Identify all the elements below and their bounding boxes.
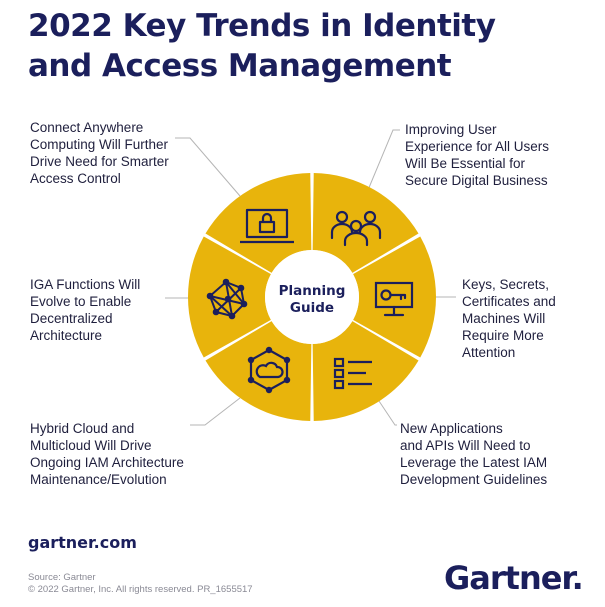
trend-4-line-3: Leverage the Latest IAM [400, 455, 548, 470]
center-circle [265, 250, 359, 344]
trend-5-line-3: Ongoing IAM Architecture [30, 455, 184, 470]
trend-5-line-4: Maintenance/Evolution [30, 472, 167, 487]
website-link[interactable]: gartner.com [28, 533, 137, 552]
people-group-icon [330, 210, 382, 247]
trend-6-line-3: Decentralized [30, 311, 113, 326]
segment-user-experience [312, 173, 419, 273]
trend-3-line-3: Machines Will [462, 311, 546, 326]
title-line-1: 2022 Key Trends in Identity [28, 8, 496, 44]
trend-1-line-1: Connect Anywhere [30, 120, 144, 135]
trend-3-line-5: Attention [462, 345, 516, 360]
trend-3-line-4: Require More [462, 328, 544, 343]
trend-2-line-3: Will Be Essential for [405, 156, 526, 171]
trend-5-line-1: Hybrid Cloud and [30, 421, 135, 436]
source-line: Source: Gartner [28, 572, 96, 583]
trend-5-line-2: Multicloud Will Drive [30, 438, 152, 453]
trend-4-line-4: Development Guidelines [400, 472, 548, 487]
trend-1-line-4: Access Control [30, 171, 121, 186]
wheel-segments [188, 173, 436, 421]
trend-6-line-4: Architecture [30, 328, 103, 343]
trend-label-keys-secrets: Keys, Secrets, Certificates and Machines… [462, 276, 556, 361]
trend-2-line-1: Improving User [405, 122, 497, 137]
trend-3-line-1: Keys, Secrets, [462, 277, 550, 292]
center-label-line-1: Planning [278, 283, 346, 299]
page-title: 2022 Key Trends in Identity and Access M… [28, 6, 588, 86]
leader-line-5 [190, 397, 241, 426]
segment-connect-anywhere [205, 173, 312, 273]
trend-2-line-2: Experience for All Users [405, 139, 550, 154]
segment-hybrid-cloud [205, 321, 312, 421]
trend-label-hybrid-cloud: Hybrid Cloud and Multicloud Will Drive O… [30, 420, 184, 488]
gartner-logo-text: Gartner [444, 559, 573, 597]
copyright-line: © 2022 Gartner, Inc. All rights reserved… [28, 584, 253, 595]
center-label-line-2: Guide [289, 300, 335, 316]
trend-1-line-3: Drive Need for Smarter [30, 154, 169, 169]
trend-3-line-2: Certificates and [462, 294, 556, 309]
trend-label-user-experience: Improving User Experience for All Users … [405, 121, 549, 189]
leader-line-2 [367, 129, 400, 191]
trend-label-iga-functions: IGA Functions Will Evolve to Enable Dece… [30, 276, 140, 344]
monitor-key-icon [374, 281, 414, 317]
center-label: Planning Guide [266, 283, 358, 317]
segment-keys-secrets [353, 236, 436, 358]
cloud-network-icon [247, 346, 291, 394]
leader-line-1 [175, 137, 241, 197]
trend-6-line-2: Evolve to Enable [30, 294, 132, 309]
title-line-2: and Access Management [28, 48, 452, 84]
trend-6-line-1: IGA Functions Will [30, 277, 141, 292]
segment-new-applications [312, 321, 419, 421]
trend-4-line-1: New Applications [400, 421, 503, 436]
checklist-icon [333, 357, 372, 390]
mesh-network-icon [206, 278, 248, 320]
leader-line-4 [376, 397, 397, 426]
gartner-logo: Gartner. [444, 559, 584, 597]
trend-label-new-applications: New Applications and APIs Will Need to L… [400, 420, 547, 488]
trend-2-line-4: Secure Digital Business [405, 173, 548, 188]
trend-4-line-2: and APIs Will Need to [400, 438, 531, 453]
laptop-lock-icon [240, 208, 294, 244]
trend-1-line-2: Computing Will Further [30, 137, 169, 152]
trend-label-connect-anywhere: Connect Anywhere Computing Will Further … [30, 119, 169, 187]
source-note: Source: Gartner © 2022 Gartner, Inc. All… [28, 572, 253, 596]
